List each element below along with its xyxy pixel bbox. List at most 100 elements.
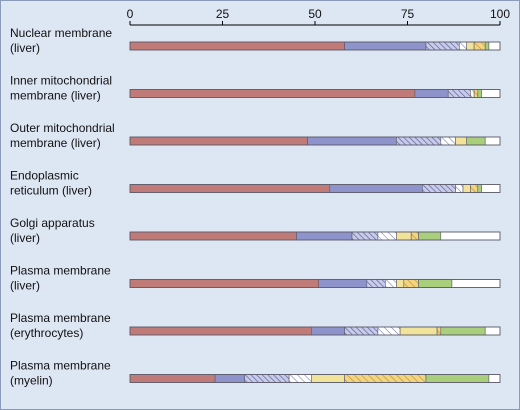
bar-segment-1	[129, 231, 297, 241]
bar-segment-1	[129, 184, 331, 193]
bars	[129, 41, 501, 383]
bar-segment-4	[440, 136, 456, 146]
bar-segment-8	[481, 89, 501, 98]
bar-segment-6	[436, 326, 442, 336]
bar-segment-2	[329, 184, 423, 193]
category-label-line: (erythrocytes)	[10, 326, 83, 340]
category-labels: Nuclear membrane (liver)Inner mitochondri…	[10, 26, 115, 388]
bar-segment-7	[466, 136, 486, 146]
bar-segment-3	[351, 231, 379, 241]
x-tick-label: 25	[216, 7, 230, 21]
category-label-line: Plasma membrane	[10, 359, 111, 373]
x-tick-label: 50	[308, 7, 322, 21]
bar-segment-8	[488, 374, 501, 383]
bar-segment-1	[129, 136, 308, 146]
bar-segment-2	[310, 326, 345, 336]
bar-segment-6	[403, 279, 419, 288]
category-label-line: Plasma membrane	[10, 311, 111, 325]
bar-segment-3	[344, 326, 379, 336]
bar-segment-3	[244, 374, 290, 383]
bar-outline	[129, 374, 501, 383]
category-label: Nuclear membrane (liver)	[10, 26, 112, 55]
bar-segment-8	[440, 231, 501, 241]
bar-segment-4	[455, 184, 464, 193]
category-label-line: Plasma membrane	[10, 264, 111, 278]
bar-segment-8	[484, 326, 501, 336]
bar-segment-8	[484, 136, 501, 146]
bar-outline	[129, 279, 501, 288]
category-label-line: membrane (liver)	[10, 136, 101, 150]
category-label-line: (myelin)	[10, 374, 53, 388]
bar-segment-4	[458, 41, 467, 51]
x-axis: 0 25 50 75 100	[127, 7, 510, 26]
category-label: Plasma membrane (liver)	[10, 264, 111, 293]
bar-segment-7	[477, 184, 482, 193]
category-label: Outer mitochondrial membrane (liver)	[10, 121, 115, 150]
category-label-line: (liver)	[10, 231, 40, 245]
x-tick-label: 100	[490, 7, 510, 21]
bar-segment-6	[344, 374, 427, 383]
bar-segment-5	[466, 41, 475, 51]
bar-segment-4	[377, 231, 397, 241]
bar-outline	[129, 231, 501, 241]
bar-segment-4	[384, 279, 397, 288]
bar-segment-8	[451, 279, 501, 288]
bar-segment-5	[310, 374, 345, 383]
bar-segment-3	[447, 89, 471, 98]
bar-segment-5	[455, 136, 468, 146]
x-tick-label: 75	[401, 7, 415, 21]
bar-segment-1	[129, 326, 312, 336]
bar-segment-4	[288, 374, 312, 383]
bar-segment-1	[129, 374, 216, 383]
bar-outline	[129, 136, 501, 146]
bar-segment-3	[425, 41, 460, 51]
bar-segment-6	[473, 41, 486, 51]
bar-outline	[129, 326, 501, 336]
bar-segment-5	[396, 231, 412, 241]
bar-outline	[129, 41, 501, 51]
category-label-line: reticulum (liver)	[10, 184, 92, 198]
category-label-line: membrane (liver)	[10, 89, 101, 103]
bar-segment-8	[488, 41, 501, 51]
category-label-line: (liver)	[10, 41, 40, 55]
x-tick-label: 0	[127, 7, 134, 21]
bar-segment-6	[470, 184, 479, 193]
bar-segment-4	[377, 326, 401, 336]
bar-segment-2	[296, 231, 353, 241]
bar-segment-1	[129, 41, 345, 51]
category-label: Plasma membrane (myelin)	[10, 359, 111, 388]
bar-segment-1	[129, 279, 319, 288]
bar-segment-7	[418, 279, 453, 288]
bar-segment-2	[214, 374, 246, 383]
bar-segment-2	[318, 279, 368, 288]
bar-segment-7	[418, 231, 442, 241]
bar-outline	[129, 184, 501, 193]
category-label: Plasma membrane (erythrocytes)	[10, 311, 111, 340]
category-label: Inner mitochondrial membrane (liver)	[10, 74, 112, 103]
bar-segment-5	[399, 326, 438, 336]
bar-segment-2	[307, 136, 397, 146]
bar-segment-7	[477, 89, 482, 98]
bar-segment-3	[396, 136, 442, 146]
bar-segment-6	[410, 231, 419, 241]
bar-segment-6	[473, 89, 479, 98]
bar-segment-4	[470, 89, 475, 98]
bar-segment-1	[129, 89, 416, 98]
category-label-line: (liver)	[10, 279, 40, 293]
bar-segment-7	[484, 41, 490, 51]
bar-segment-3	[421, 184, 456, 193]
bar-segment-5	[462, 184, 471, 193]
category-label-line: Nuclear membrane	[10, 26, 112, 40]
bar-segment-2	[414, 89, 449, 98]
bar-segment-3	[366, 279, 386, 288]
category-label: Endoplasmic reticulum (liver)	[10, 169, 92, 198]
category-label-line: Endoplasmic	[10, 169, 79, 183]
category-label-line: Outer mitochondrial	[10, 121, 115, 135]
bar-segment-7	[440, 326, 486, 336]
category-label-line: Golgi apparatus	[10, 216, 95, 230]
bar-segment-5	[396, 279, 405, 288]
category-label-line: Inner mitochondrial	[10, 74, 112, 88]
bar-segment-7	[425, 374, 490, 383]
